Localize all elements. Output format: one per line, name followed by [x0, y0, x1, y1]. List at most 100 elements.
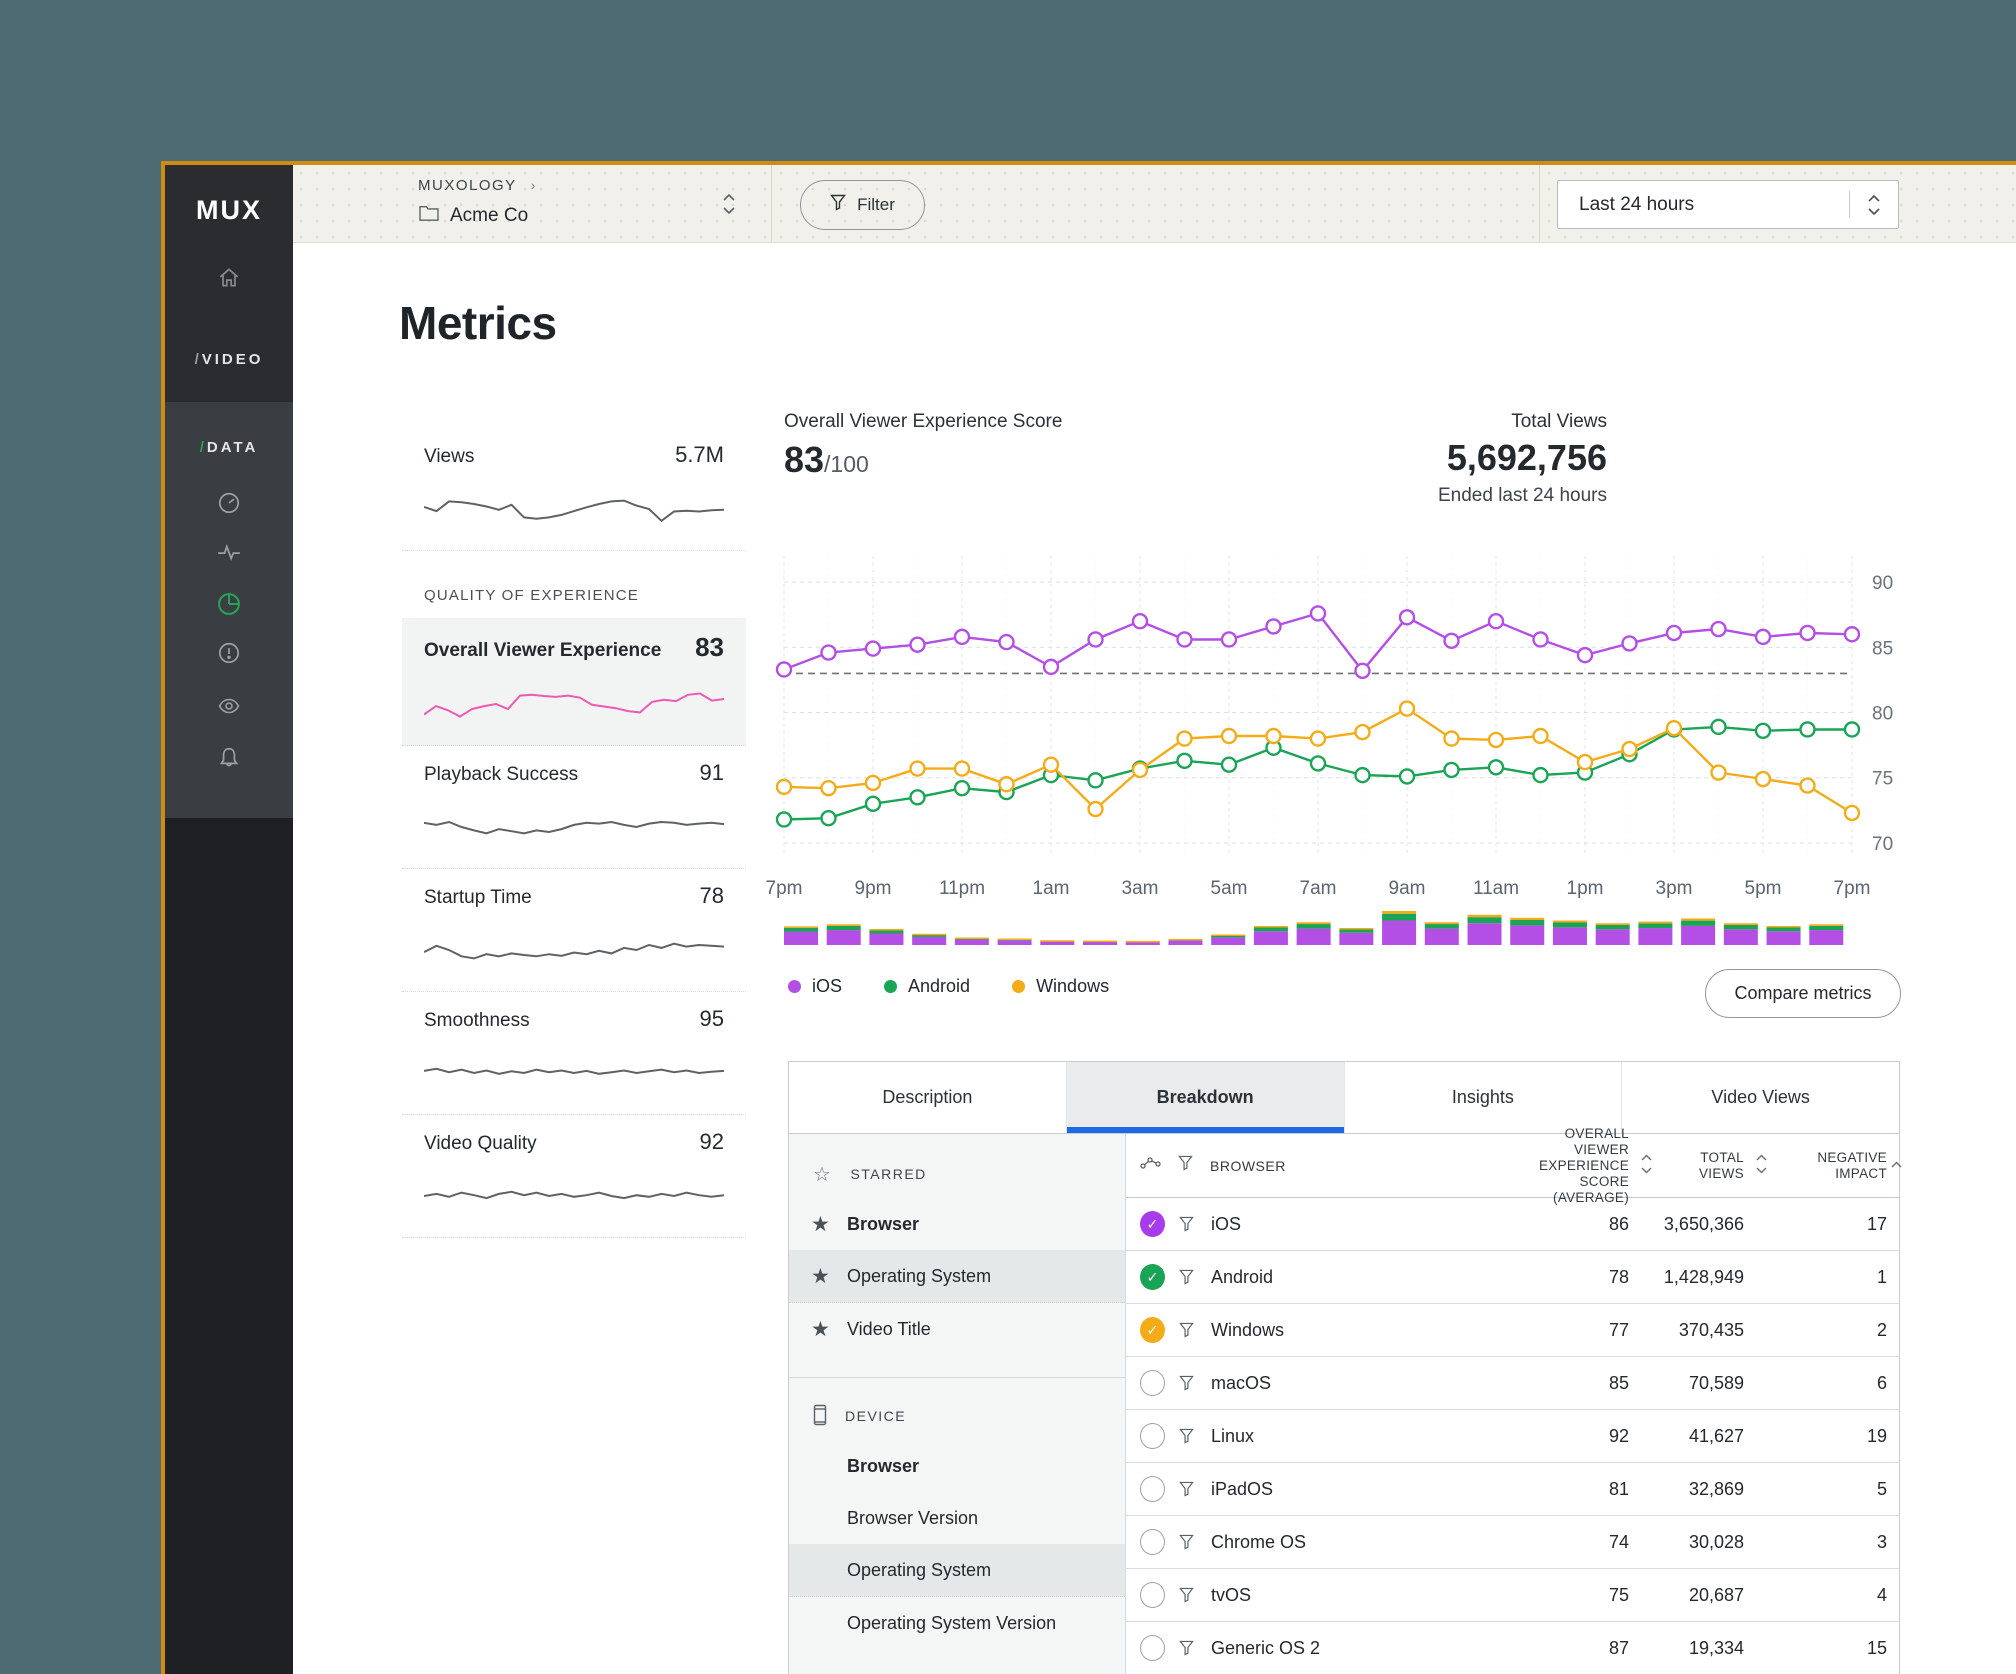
qoe-metric-list: Overall Viewer Experience 83 Playback Succ…: [402, 618, 746, 1238]
starred-item-browser[interactable]: ★ Browser: [789, 1198, 1125, 1250]
sidebar-item-video[interactable]: /VIDEO: [165, 351, 293, 369]
metric-value: 95: [699, 1006, 724, 1031]
checkbox-unchecked[interactable]: [1140, 1582, 1165, 1608]
sort-updown-icon[interactable]: [1755, 1151, 1768, 1181]
sidebar-item-data[interactable]: /DATA: [165, 439, 293, 457]
total-views-label: Total Views: [1511, 411, 1607, 432]
metric-views[interactable]: Views 5.7M: [402, 428, 746, 551]
active-tab-underline: [1066, 1127, 1344, 1133]
bell-icon[interactable]: [165, 745, 293, 771]
legend-label: Android: [908, 976, 971, 996]
legend-dot-icon: [884, 980, 898, 993]
table-row-android[interactable]: ✓ Android 78 1,428,949 1: [1126, 1251, 1899, 1304]
tab-breakdown[interactable]: Breakdown: [1066, 1062, 1345, 1133]
device-item-browser-version[interactable]: Browser Version: [789, 1492, 1125, 1544]
org-switcher-caret-icon[interactable]: [721, 191, 737, 222]
metric-video-quality[interactable]: Video Quality 92: [402, 1115, 746, 1238]
metric-label: Startup Time: [424, 887, 532, 908]
metric-label: Playback Success: [424, 764, 579, 785]
header-funnel-icon[interactable]: [1178, 1155, 1193, 1176]
svg-text:7am: 7am: [1300, 878, 1337, 899]
checkbox-checked[interactable]: ✓: [1140, 1211, 1165, 1237]
page-title: Metrics: [399, 297, 557, 349]
sidebar-divider: [789, 1377, 1125, 1378]
home-icon[interactable]: [165, 265, 293, 291]
tab-insights[interactable]: Insights: [1344, 1062, 1623, 1133]
row-funnel-icon[interactable]: [1179, 1216, 1195, 1232]
table-row-tvos[interactable]: tvOS 75 20,687 4: [1126, 1569, 1899, 1622]
score-value: 83: [784, 439, 825, 480]
eye-icon[interactable]: [165, 694, 293, 718]
alert-icon[interactable]: [165, 640, 293, 666]
sidebar: MUX /VIDEO /DATA: [165, 165, 293, 1674]
checkbox-checked[interactable]: ✓: [1140, 1264, 1165, 1290]
metric-playback-success[interactable]: Playback Success 91: [402, 746, 746, 869]
gauge-icon[interactable]: [165, 490, 293, 516]
checkbox-checked[interactable]: ✓: [1140, 1317, 1165, 1343]
score-suffix: /100: [824, 451, 869, 477]
metric-value: 5.7M: [675, 442, 724, 467]
column-header-views[interactable]: TOTAL VIEWS: [1629, 1150, 1767, 1182]
checkbox-unchecked[interactable]: [1140, 1476, 1165, 1502]
series-icon[interactable]: [1140, 1155, 1162, 1176]
volume-bars[interactable]: [784, 909, 1852, 945]
table-row-generic-os-2[interactable]: Generic OS 2 87 19,334 15: [1126, 1622, 1899, 1674]
row-funnel-icon[interactable]: [1179, 1269, 1195, 1285]
tab-label: Breakdown: [1156, 1087, 1254, 1107]
column-header-impact[interactable]: NEGATIVE IMPACT: [1744, 1150, 1902, 1182]
pie-chart-icon[interactable]: [165, 590, 293, 618]
metric-smoothness[interactable]: Smoothness 95: [402, 992, 746, 1115]
row-name: tvOS: [1211, 1584, 1252, 1605]
device-item-browser[interactable]: Browser: [789, 1440, 1125, 1492]
checkbox-unchecked[interactable]: [1140, 1370, 1165, 1396]
row-funnel-icon[interactable]: [1179, 1481, 1195, 1497]
table-row-ios[interactable]: ✓ iOS 86 3,650,366 17: [1126, 1198, 1899, 1251]
legend-item-windows[interactable]: Windows: [1012, 976, 1109, 997]
metric-value: 78: [699, 883, 724, 908]
legend-item-android[interactable]: Android: [884, 976, 970, 997]
table-row-windows[interactable]: ✓ Windows 77 370,435 2: [1126, 1304, 1899, 1357]
row-funnel-icon[interactable]: [1179, 1587, 1195, 1603]
metric-overall-viewer-experience[interactable]: Overall Viewer Experience 83: [402, 618, 746, 746]
activity-icon[interactable]: [165, 539, 293, 565]
time-range-select[interactable]: Last 24 hours: [1557, 180, 1899, 229]
row-funnel-icon[interactable]: [1179, 1428, 1195, 1444]
svg-text:7pm: 7pm: [766, 878, 803, 899]
app-window: MUX /VIDEO /DATA: [161, 161, 2016, 1674]
checkbox-unchecked[interactable]: [1140, 1635, 1165, 1661]
legend-item-ios[interactable]: iOS: [788, 976, 842, 997]
sidebar-bottom-bg: [165, 818, 293, 1674]
check-icon: ✓: [1146, 1215, 1159, 1232]
row-funnel-icon[interactable]: [1179, 1322, 1195, 1338]
filter-button[interactable]: Filter: [800, 180, 925, 230]
checkbox-unchecked[interactable]: [1140, 1529, 1165, 1555]
line-chart[interactable]: 90 85 80 75 70 7pm 9pm 11pm 1am 3am 5am 7am 9am 11am 1…: [766, 556, 1904, 901]
org-switcher[interactable]: Acme Co: [418, 203, 528, 229]
compare-metrics-button[interactable]: Compare metrics: [1705, 969, 1901, 1018]
device-item-operating-system[interactable]: Operating System: [789, 1544, 1125, 1597]
row-negative-impact: 15: [1866, 1637, 1887, 1658]
tab-video-views[interactable]: Video Views: [1622, 1062, 1899, 1133]
breadcrumb[interactable]: MUXOLOGY ›: [418, 177, 537, 194]
row-funnel-icon[interactable]: [1179, 1640, 1195, 1656]
sort-updown-icon[interactable]: [1640, 1151, 1653, 1181]
metric-startup-time[interactable]: Startup Time 78: [402, 869, 746, 992]
table-row-chrome-os[interactable]: Chrome OS 74 30,028 3: [1126, 1516, 1899, 1569]
row-name: iOS: [1211, 1213, 1242, 1234]
table-row-ipados[interactable]: iPadOS 81 32,869 5: [1126, 1463, 1899, 1516]
tab-description[interactable]: Description: [789, 1062, 1067, 1133]
chart-legend: iOS Android Windows: [788, 976, 1109, 997]
mux-logo[interactable]: MUX: [196, 195, 262, 225]
checkbox-unchecked[interactable]: [1140, 1423, 1165, 1449]
column-header-score[interactable]: OVERALL VIEWER EXPERIENCE SCORE (AVERAGE): [1519, 1126, 1652, 1206]
table-row-macos[interactable]: macOS 85 70,589 6: [1126, 1357, 1899, 1410]
row-funnel-icon[interactable]: [1179, 1375, 1195, 1391]
row-funnel-icon[interactable]: [1179, 1534, 1195, 1550]
column-header-group[interactable]: BROWSER: [1210, 1157, 1286, 1174]
device-item-operating-system-version[interactable]: Operating System Version: [789, 1597, 1125, 1649]
svg-text:9pm: 9pm: [855, 878, 892, 899]
sort-up-icon[interactable]: [1890, 1158, 1903, 1174]
starred-item-operating-system[interactable]: ★ Operating System: [789, 1250, 1125, 1303]
table-row-linux[interactable]: Linux 92 41,627 19: [1126, 1410, 1899, 1463]
starred-item-video-title[interactable]: ★ Video Title: [789, 1303, 1125, 1355]
